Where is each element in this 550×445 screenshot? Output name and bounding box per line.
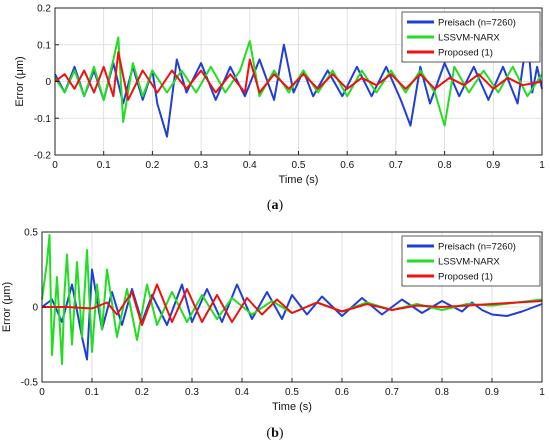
x-tick-label: 0.9 xyxy=(486,160,500,171)
legend-label-2: LSSVM-NARX xyxy=(438,257,500,268)
x-tick-label: 0.2 xyxy=(135,387,149,398)
y-axis-label: Error (μm) xyxy=(14,56,26,106)
x-tick-label: 0.8 xyxy=(435,387,449,398)
legend-label-3: Proposed (1) xyxy=(438,272,493,283)
y-tick-label: 0 xyxy=(45,77,51,88)
x-tick-label: 0.6 xyxy=(335,387,349,398)
chart-panel-b: 0 0.1 0.2 0.3 0.4 0.5 0.6 0.7 0.8 0.9 1-0.500.5Tim… xyxy=(1,228,545,442)
series-line-1 xyxy=(54,32,543,138)
x-tick-label: 0.3 xyxy=(185,387,199,398)
x-tick-label: 0.7 xyxy=(385,387,399,398)
panel-caption: (a) xyxy=(267,198,284,213)
x-axis-label: Time (s) xyxy=(279,174,319,186)
y-tick-label: 0.2 xyxy=(37,4,51,15)
x-tick-label: 0 xyxy=(52,160,58,171)
legend-label-1: Preisach (n=7260) xyxy=(438,18,516,29)
legend: Preisach (n=7260) LSSVM-NARX Proposed (1) xyxy=(401,11,541,63)
x-tick-label: 0.5 xyxy=(292,160,306,171)
x-tick-label: 0.1 xyxy=(85,387,99,398)
x-tick-label: 0.7 xyxy=(389,160,403,171)
legend-label-1: Preisach (n=7260) xyxy=(438,242,516,253)
legend-label-2: LSSVM-NARX xyxy=(438,33,500,44)
y-tick-label: 0.5 xyxy=(24,228,38,239)
x-tick-label: 0.5 xyxy=(285,387,299,398)
x-tick-label: 0.3 xyxy=(194,160,208,171)
y-tick-label: -0.5 xyxy=(21,378,39,389)
y-axis-label: Error (μm) xyxy=(1,282,13,332)
x-tick-label: 0.2 xyxy=(145,160,159,171)
legend: Preisach (n=7260) LSSVM-NARX Proposed (1) xyxy=(401,235,541,287)
x-tick-label: 0.4 xyxy=(243,160,257,171)
x-axis-label: Time (s) xyxy=(272,401,312,413)
series-line-3 xyxy=(42,283,543,326)
panel-caption: (b) xyxy=(266,426,283,441)
x-tick-label: 1 xyxy=(539,160,545,171)
legend-label-3: Proposed (1) xyxy=(438,48,493,59)
x-tick-label: 0.9 xyxy=(485,387,499,398)
y-tick-label: 0.1 xyxy=(37,40,51,51)
x-tick-label: 0.4 xyxy=(235,387,249,398)
chart-panel-a: 0 0.1 0.2 0.3 0.4 0.5 0.6 0.7 0.8 0.9 1 -0.2 -0.1 0 0.… xyxy=(14,4,545,214)
y-tick-label: 0 xyxy=(32,303,38,314)
y-tick-label: -0.2 xyxy=(34,151,52,162)
x-tick-label: 0 xyxy=(39,387,45,398)
x-tick-label: 0.1 xyxy=(97,160,111,171)
x-tick-label: 0.8 xyxy=(438,160,452,171)
x-tick-label: 1 xyxy=(539,387,545,398)
x-tick-label: 0.6 xyxy=(340,160,354,171)
y-tick-label: -0.1 xyxy=(34,114,52,125)
series-line-3 xyxy=(54,51,543,101)
